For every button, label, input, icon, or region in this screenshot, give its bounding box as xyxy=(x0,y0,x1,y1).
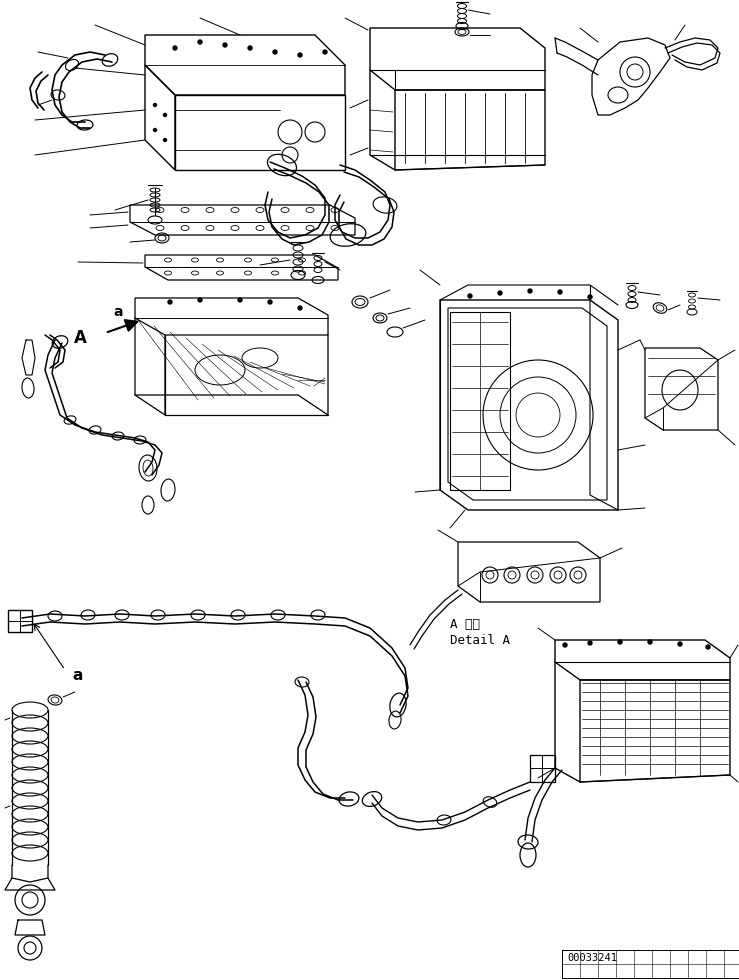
Circle shape xyxy=(298,306,302,310)
Circle shape xyxy=(558,290,562,294)
Circle shape xyxy=(154,128,157,131)
Text: a: a xyxy=(72,667,82,682)
Circle shape xyxy=(268,300,272,304)
Circle shape xyxy=(198,298,202,302)
Circle shape xyxy=(706,645,710,649)
Circle shape xyxy=(163,138,166,141)
Circle shape xyxy=(498,291,502,295)
Circle shape xyxy=(238,298,242,302)
Text: A 詳細: A 詳細 xyxy=(450,618,480,631)
Circle shape xyxy=(468,294,472,298)
Circle shape xyxy=(648,640,652,644)
Circle shape xyxy=(163,114,166,117)
Circle shape xyxy=(248,46,252,50)
Circle shape xyxy=(173,46,177,50)
Circle shape xyxy=(198,40,202,44)
Circle shape xyxy=(528,289,532,293)
Text: Detail A: Detail A xyxy=(450,633,510,647)
Circle shape xyxy=(618,640,622,644)
Text: A: A xyxy=(74,329,86,347)
Circle shape xyxy=(588,641,592,645)
Circle shape xyxy=(168,300,172,304)
Circle shape xyxy=(154,104,157,107)
Circle shape xyxy=(588,295,592,299)
Circle shape xyxy=(563,643,567,647)
Circle shape xyxy=(323,50,327,54)
Circle shape xyxy=(678,642,682,646)
Circle shape xyxy=(298,53,302,57)
Circle shape xyxy=(273,50,277,54)
Text: 00033241: 00033241 xyxy=(567,953,617,963)
Text: a: a xyxy=(113,305,123,319)
Circle shape xyxy=(223,43,227,47)
